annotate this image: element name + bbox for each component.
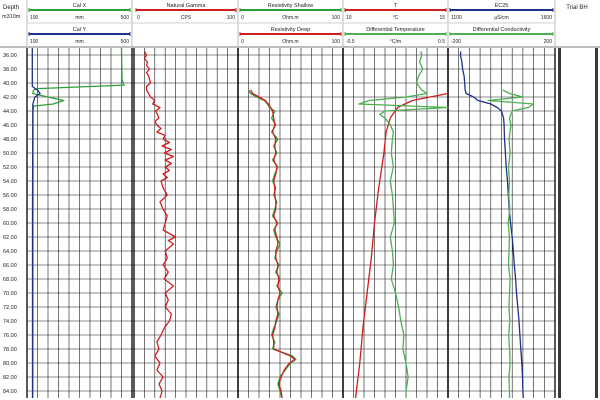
depth-tick-label: 54.00 bbox=[3, 179, 17, 185]
depth-tick-label: 64.00 bbox=[3, 249, 17, 255]
track-curve-name: Natural Gamma bbox=[167, 3, 207, 9]
depth-tick-label: 78.00 bbox=[3, 347, 17, 353]
depth-tick-label: 46.00 bbox=[3, 123, 17, 129]
depth-tick-label: 36.00 bbox=[3, 53, 17, 59]
track-scale-unit: °C/m bbox=[390, 39, 401, 45]
depth-tick-label: 60.00 bbox=[3, 221, 17, 227]
depth-tick-label: 80.00 bbox=[3, 361, 17, 367]
track-scale-max: 100 bbox=[332, 39, 341, 45]
depth-tick-label: 58.00 bbox=[3, 207, 17, 213]
track-scale-max: 1600 bbox=[541, 15, 552, 21]
depth-tick-label: 38.00 bbox=[3, 67, 17, 73]
track-curve-name: T bbox=[394, 3, 398, 9]
depth-tick-label: 76.00 bbox=[3, 333, 17, 339]
track-scale-min: -200 bbox=[451, 39, 461, 45]
track-scale-max: 500 bbox=[121, 39, 130, 45]
depth-tick-label: 74.00 bbox=[3, 319, 17, 325]
track-scale-min: 0 bbox=[241, 15, 244, 21]
depth-tick-label: 42.00 bbox=[3, 95, 17, 101]
depth-tick-label: 82.00 bbox=[3, 375, 17, 381]
track-scale-min: 100 bbox=[30, 39, 39, 45]
trial-bh-label: Trial BH bbox=[566, 5, 587, 11]
track-scale-min: 100 bbox=[30, 15, 39, 21]
depth-tick-label: 48.00 bbox=[3, 137, 17, 143]
depth-tick-label: 50.00 bbox=[3, 151, 17, 157]
curve-t bbox=[354, 92, 449, 399]
track-scale-min: 0 bbox=[137, 15, 140, 21]
track-scale-min: 10 bbox=[346, 15, 352, 21]
track-curve-name: Differential Temperature bbox=[366, 27, 425, 33]
track-scale-max: 200 bbox=[544, 39, 553, 45]
depth-tick-label: 70.00 bbox=[3, 291, 17, 297]
curve-resistivity-deep bbox=[250, 89, 296, 399]
curve-natural-gamma bbox=[143, 51, 177, 399]
depth-tick-label: 52.00 bbox=[3, 165, 17, 171]
depth-tick-label: 62.00 bbox=[3, 235, 17, 241]
track-scale-unit: Ohm.m bbox=[282, 39, 298, 45]
curve-cal-y bbox=[31, 48, 41, 398]
track-curve-name: Cal X bbox=[73, 3, 87, 9]
curve-differential-conductivity bbox=[487, 89, 535, 398]
trial-bh-casing-right bbox=[595, 48, 598, 398]
track-curve-name: Resistivity Deep bbox=[271, 27, 310, 33]
track-scale-unit: µS/cm bbox=[494, 15, 508, 21]
depth-tick-label: 56.00 bbox=[3, 193, 17, 199]
track-scale-min: 1100 bbox=[451, 15, 462, 21]
track-scale-max: 15 bbox=[439, 15, 445, 21]
track-curve-name: Resistivity Shallow bbox=[268, 3, 314, 9]
track-scale-unit: CPS bbox=[181, 15, 192, 21]
curve-differential-temperature bbox=[358, 51, 449, 398]
track-curve-name: Cal Y bbox=[73, 27, 87, 33]
track-scale-unit: mm bbox=[75, 39, 83, 45]
track-scale-unit: mm bbox=[75, 15, 83, 21]
track-curve-name: Differential Conductivity bbox=[473, 27, 531, 33]
depth-tick-label: 66.00 bbox=[3, 263, 17, 269]
track-scale-max: 100 bbox=[332, 15, 341, 21]
depth-unit: m310m bbox=[2, 14, 21, 20]
depth-title: Depth bbox=[3, 5, 19, 11]
track-scale-max: 100 bbox=[227, 15, 236, 21]
track-scale-unit: °C bbox=[393, 15, 399, 21]
depth-tick-label: 40.00 bbox=[3, 81, 17, 87]
curve-resistivity-shallow bbox=[247, 89, 297, 399]
depth-tick-label: 68.00 bbox=[3, 277, 17, 283]
trial-bh-casing-left bbox=[558, 48, 561, 398]
track-scale-unit: Ohm.m bbox=[282, 15, 298, 21]
depth-tick-label: 44.00 bbox=[3, 109, 17, 115]
track-scale-max: 500 bbox=[121, 15, 130, 21]
track-curve-name: EC25 bbox=[495, 3, 509, 9]
track-scale-min: -0.5 bbox=[346, 39, 355, 45]
depth-tick-label: 72.00 bbox=[3, 305, 17, 311]
curve-ec25 bbox=[459, 51, 524, 399]
depth-tick-label: 84.00 bbox=[3, 389, 17, 395]
track-scale-min: 0 bbox=[241, 39, 244, 45]
track-scale-max: 0.5 bbox=[438, 39, 445, 45]
